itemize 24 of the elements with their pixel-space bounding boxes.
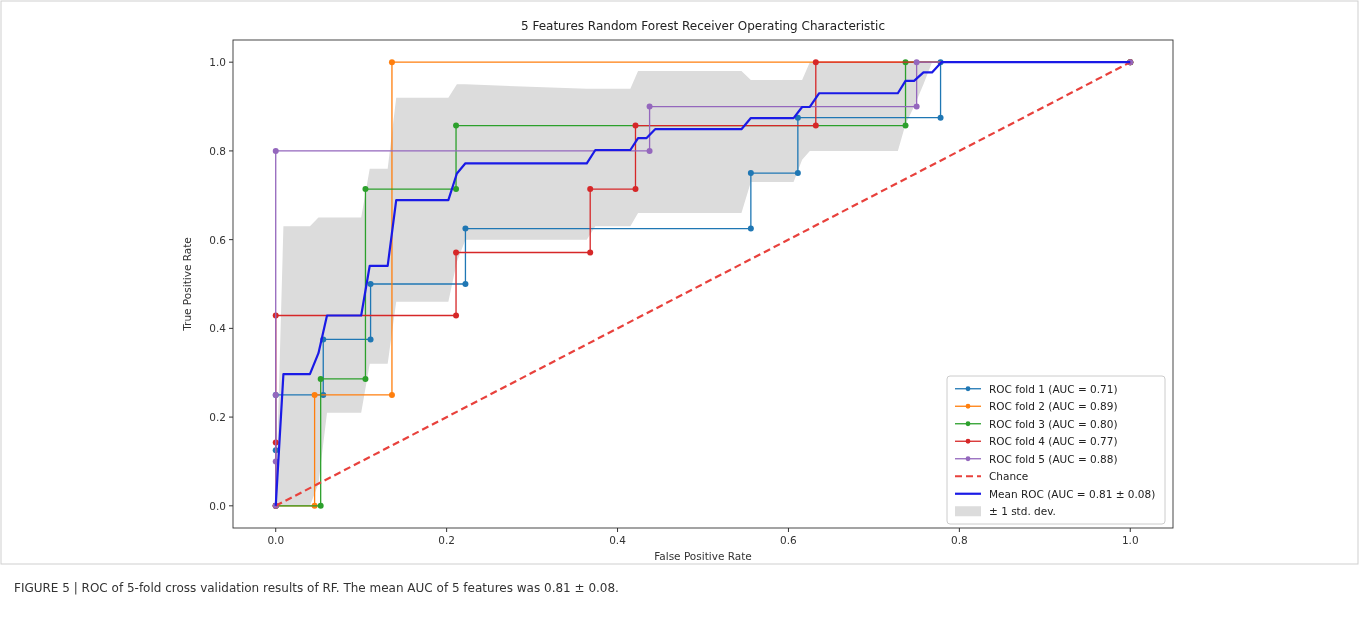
y-tick-label: 0.4 <box>209 322 227 335</box>
x-tick-label: 0.0 <box>267 534 285 546</box>
x-tick-label: 0.8 <box>951 534 968 546</box>
legend-label: ROC fold 5 (AUC = 0.88) <box>989 452 1118 465</box>
legend-label: ROC fold 3 (AUC = 0.80) <box>989 417 1118 430</box>
y-tick-label: 0.0 <box>209 499 226 512</box>
legend-label: ROC fold 4 (AUC = 0.77) <box>989 435 1118 448</box>
x-tick-label: 0.4 <box>609 534 627 546</box>
y-axis-title: True Positive Rate <box>181 237 193 332</box>
x-tick-label: 0.6 <box>780 534 798 546</box>
y-tick-label: 1.0 <box>209 56 226 69</box>
legend-label: Mean ROC (AUC = 0.81 ± 0.08) <box>989 487 1156 500</box>
x-axis-title: False Positive Rate <box>654 550 752 562</box>
chart-title: 5 Features Random Forest Receiver Operating Characteristic <box>520 19 886 33</box>
annotation: ± 1 std. dev. <box>989 505 1056 518</box>
x-tick-label: 1.0 <box>1121 534 1139 546</box>
legend-label: ROC fold 2 (AUC = 0.89) <box>989 400 1118 413</box>
y-tick-label: 0.6 <box>209 233 227 246</box>
y-tick-label: 0.8 <box>209 144 226 157</box>
y-tick-label: 0.2 <box>209 411 226 424</box>
x-tick-label: 0.2 <box>438 534 455 546</box>
legend-label: Chance <box>989 470 1029 483</box>
caption: FIGURE 5 | ROC of 5-fold cross validation results of RF. The mean AUC of 5 features was 0.81 ± 0.08. <box>14 581 619 595</box>
legend-label: ROC fold 1 (AUC = 0.71) <box>989 382 1118 395</box>
